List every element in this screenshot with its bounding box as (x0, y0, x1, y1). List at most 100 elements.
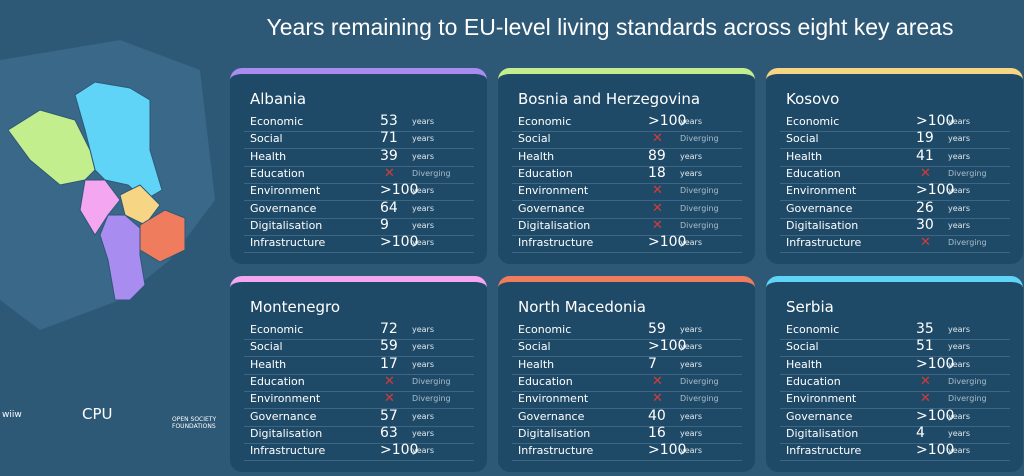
years-value: 72 (380, 321, 398, 337)
unit-label: years (412, 238, 435, 248)
indicator-row: Digitalisation ✕ Diverging (512, 218, 742, 236)
unit-label: years (412, 151, 435, 161)
diverging-icon: ✕ (652, 200, 663, 216)
diverging-icon: ✕ (652, 183, 663, 199)
status-label: Diverging (948, 168, 987, 178)
country-name: Kosovo (786, 90, 840, 108)
years-value: >100 (648, 338, 687, 355)
indicator-row: Governance 40 years (512, 407, 742, 427)
indicator-row: Infrastructure >100 years (244, 442, 474, 462)
map-kosovo (119, 184, 161, 226)
area-label: Governance (250, 409, 317, 423)
indicator-row: Social 19 years (780, 130, 1010, 150)
country-card: Serbia Economic 35 years Social 51 years Health… (766, 276, 1023, 472)
status-label: Diverging (412, 394, 451, 404)
indicator-row: Social 59 years (244, 338, 474, 358)
indicator-row: Infrastructure >100 years (512, 234, 742, 254)
unit-label: years (948, 411, 971, 421)
indicator-row: Infrastructure >100 years (244, 234, 474, 254)
country-card: Kosovo Economic >100 years Social 19 years Heal… (766, 68, 1023, 264)
diverging-icon: ✕ (652, 373, 663, 389)
area-label: Infrastructure (786, 236, 862, 250)
years-value: >100 (916, 442, 955, 459)
indicator-row: Health 41 years (780, 147, 1010, 167)
unit-label: years (680, 325, 703, 334)
area-label: Environment (250, 392, 321, 406)
diverging-icon: ✕ (920, 235, 931, 251)
years-value: 35 (916, 321, 934, 337)
unit-label: years (412, 117, 435, 126)
indicator-row: Education ✕ Diverging (244, 374, 474, 392)
years-value: >100 (916, 355, 955, 372)
years-value: 30 (916, 216, 934, 233)
unit-label: years (412, 446, 435, 456)
area-label: Social (250, 340, 283, 354)
diverging-icon: ✕ (652, 217, 663, 233)
years-value: 19 (916, 130, 934, 147)
indicator-row: Digitalisation 30 years (780, 216, 1010, 236)
status-label: Diverging (948, 394, 987, 404)
unit-label: years (412, 428, 435, 438)
area-label: Social (518, 340, 551, 354)
unit-label: years (412, 220, 435, 230)
area-label: Economic (250, 115, 304, 128)
country-name: Montenegro (250, 298, 341, 316)
area-label: Environment (518, 392, 589, 406)
years-value: 18 (648, 164, 666, 181)
years-value: 71 (380, 130, 398, 147)
map-albania (99, 214, 146, 301)
area-label: Education (786, 166, 841, 180)
area-label: Economic (786, 323, 840, 336)
status-label: Diverging (948, 238, 987, 248)
years-value: 17 (380, 355, 398, 372)
area-label: Environment (250, 184, 321, 198)
years-value: >100 (916, 113, 955, 129)
unit-label: years (412, 359, 435, 369)
years-value: 41 (916, 147, 934, 164)
area-label: Social (250, 132, 283, 146)
logo: OPEN SOCIETY FOUNDATIONS (172, 416, 217, 430)
area-label: Infrastructure (250, 236, 326, 250)
years-value: >100 (648, 113, 687, 129)
indicator-row: Infrastructure >100 years (512, 442, 742, 462)
area-label: Digitalisation (250, 218, 323, 232)
unit-label: years (948, 151, 971, 161)
diverging-icon: ✕ (920, 165, 931, 181)
years-value: 40 (648, 407, 666, 424)
indicator-row: Education 18 years (512, 164, 742, 184)
years-value: 51 (916, 338, 934, 355)
area-label: Economic (250, 323, 304, 336)
unit-label: years (680, 168, 703, 178)
years-value: 4 (916, 424, 925, 441)
indicator-row: Environment ✕ Diverging (512, 183, 742, 202)
years-value: >100 (380, 182, 419, 199)
area-label: Health (786, 357, 823, 371)
area-label: Digitalisation (250, 426, 323, 440)
unit-label: years (680, 342, 703, 352)
indicator-row: Governance ✕ Diverging (512, 201, 742, 219)
logo: CPU (82, 405, 113, 423)
area-label: Education (518, 166, 573, 180)
status-label: Diverging (680, 186, 719, 196)
years-value: 7 (648, 355, 657, 372)
area-label: Environment (786, 184, 857, 198)
status-label: Diverging (680, 220, 719, 230)
indicator-row: Digitalisation 16 years (512, 425, 742, 444)
indicator-row: Economic >100 years (512, 113, 742, 132)
years-value: >100 (916, 407, 955, 424)
area-label: Health (786, 149, 823, 163)
indicator-row: Environment ✕ Diverging (244, 391, 474, 410)
years-value: >100 (648, 234, 687, 251)
years-value: 89 (648, 147, 666, 164)
area-label: Health (250, 357, 287, 371)
years-value: 57 (380, 407, 398, 424)
area-label: Education (250, 166, 305, 180)
unit-label: years (412, 186, 435, 196)
logo: wiiw (2, 410, 22, 420)
indicator-row: Social >100 years (512, 338, 742, 358)
country-card: Albania Economic 53 years Social 71 years Healt… (230, 68, 487, 264)
unit-label: years (948, 325, 971, 334)
indicator-row: Social ✕ Diverging (512, 131, 742, 150)
unit-label: years (948, 134, 971, 144)
indicator-row: Health 7 years (512, 355, 742, 375)
